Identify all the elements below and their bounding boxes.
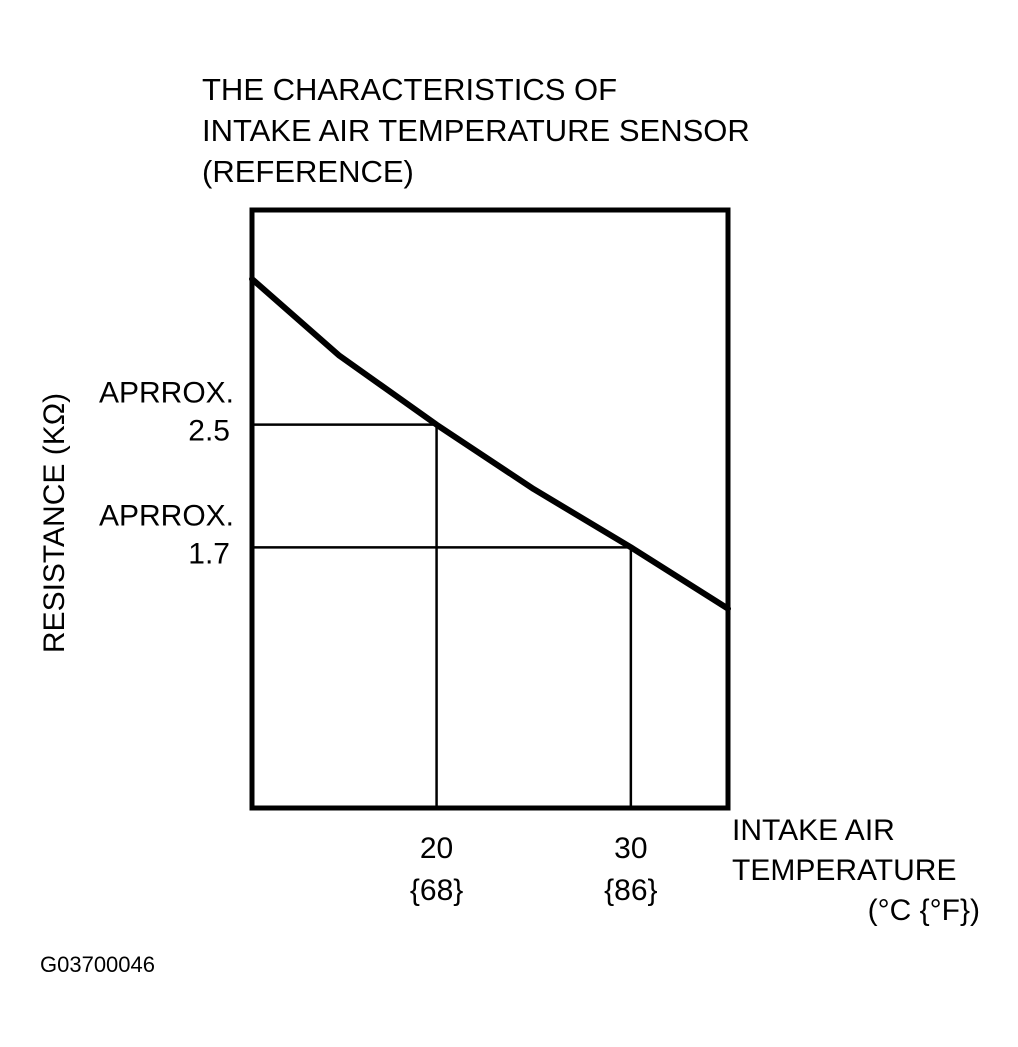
x-axis-label-line-1: INTAKE AIR — [732, 814, 895, 847]
chart-title-line-1: THE CHARACTERISTICS OF — [202, 72, 617, 107]
x-axis-label-line-2: TEMPERATURE — [732, 854, 956, 887]
y-tick-label-0: 2.5 — [188, 415, 230, 448]
figure-id: G03700046 — [40, 952, 155, 977]
plot-frame — [249, 207, 731, 811]
x-tick-sublabel-1: {86} — [604, 874, 657, 907]
x-tick-label-1: 30 — [614, 832, 647, 865]
reference-lines — [252, 423, 633, 808]
y-tick-prefix-0: APRROX. — [99, 377, 234, 410]
chart-title-line-3: (REFERENCE) — [202, 154, 414, 189]
y-axis-label: RESISTANCE (KΩ) — [38, 393, 71, 653]
series-layer — [249, 276, 731, 612]
x-tick-sublabel-0: {68} — [410, 874, 463, 907]
tick-labels: 20 {68} 30 {86} APRROX. 2.5 APRROX. 1.7 — [99, 377, 658, 907]
series-line-0 — [249, 276, 731, 612]
chart-title-line-2: INTAKE AIR TEMPERATURE SENSOR — [202, 113, 750, 148]
y-tick-label-1: 1.7 — [188, 537, 230, 570]
x-axis-label-line-3: (°C {°F}) — [868, 894, 980, 927]
y-tick-prefix-1: APRROX. — [99, 499, 234, 532]
x-tick-label-0: 20 — [420, 832, 453, 865]
